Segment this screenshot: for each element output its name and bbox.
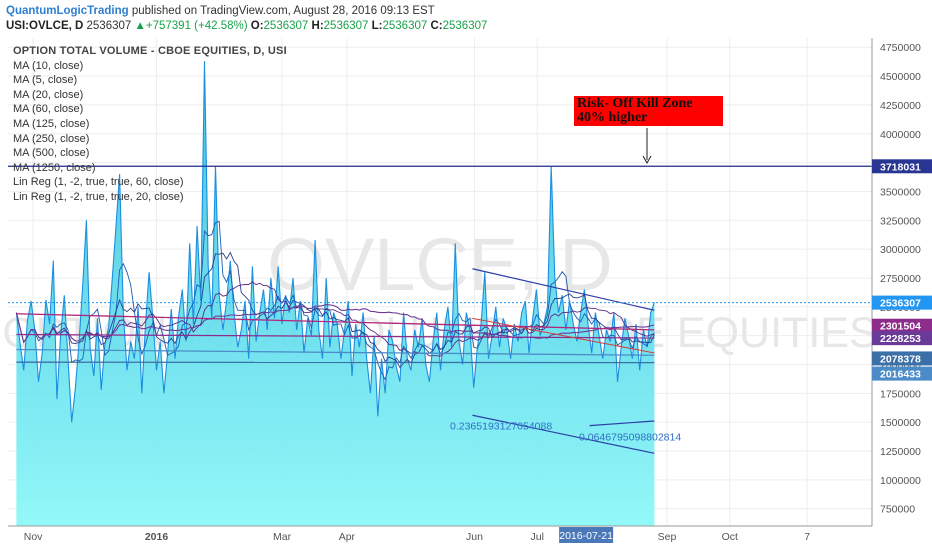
x-tick-label: Apr [339, 531, 356, 543]
y-tick-label: 1000000 [880, 475, 921, 487]
regression-label-2: 0.0646795098802814 [579, 432, 681, 444]
ma-price-label-box [872, 331, 932, 346]
legend-title: OPTION TOTAL VOLUME - CBOE EQUITIES, D, … [13, 45, 287, 57]
kill-zone-price-label: 3718031 [880, 161, 921, 173]
last-price-label: 2536307 [880, 298, 921, 310]
y-tick-label: 3000000 [880, 244, 921, 256]
low-value: 2536307 [382, 20, 428, 32]
author-link[interactable]: QuantumLogicTrading [6, 5, 129, 17]
last-value: 2536307 [86, 20, 132, 32]
y-tick-label: 1500000 [880, 417, 921, 429]
linreg-mid-line [472, 317, 655, 354]
ma-price-label-box [872, 366, 932, 381]
regression-label-1: 0.2365193127054088 [450, 421, 552, 433]
kill-zone-price-label-box [872, 159, 932, 174]
low-label: L: [371, 20, 383, 32]
annotation-line-2: 40% higher [577, 110, 648, 125]
x-tick-label: Mar [273, 531, 292, 543]
last-price-label-box [872, 295, 932, 310]
legend-item-ma250[interactable]: MA (250, close) [13, 132, 90, 145]
x-tick-label: 7 [804, 531, 810, 543]
x-tick-label: Oct [722, 531, 738, 543]
y-axis: 7500001000000125000015000001750000200000… [871, 38, 932, 526]
y-tick-label: 4000000 [880, 129, 921, 141]
linreg20-lower-line [589, 420, 655, 427]
open-label: O: [250, 20, 264, 32]
legend-item-linreg20[interactable]: Lin Reg (1, -2, true, true, 20, close) [13, 190, 184, 203]
symbol-label: USI:OVLCE, D [6, 20, 84, 32]
open-value: 2536307 [263, 20, 309, 32]
ma-price-label: 2228253 [880, 333, 921, 345]
ma-price-label-box [872, 318, 932, 333]
legend-item-ma10[interactable]: MA (10, close) [13, 59, 84, 72]
x-highlight-box [559, 527, 614, 543]
high-label: H: [311, 20, 324, 32]
change-value: ▲+757391 (+42.58%) [134, 20, 248, 32]
ohlc-line: USI:OVLCE, D 2536307 ▲+757391 (+42.58%) … [6, 19, 926, 34]
ma-10-line [15, 251, 655, 369]
kill-zone-line-layer [8, 128, 872, 304]
close-label: C: [430, 20, 443, 32]
ma-price-label: 2301504 [880, 321, 921, 333]
watermark-symbol: OVLCE, D [267, 223, 612, 306]
legend-item-ma1250[interactable]: MA (1250, close) [13, 161, 96, 174]
x-tick-label: Nov [24, 531, 43, 543]
ma-price-label-box [872, 351, 932, 366]
x-tick-label: Sep [658, 531, 677, 543]
indicator-legend: OPTION TOTAL VOLUME - CBOE EQUITIES, D, … [13, 44, 287, 205]
y-tick-label: 4500000 [880, 71, 921, 83]
high-value: 2536307 [323, 20, 369, 32]
ma-20-line [15, 281, 655, 357]
y-tick-label: 4750000 [880, 42, 921, 54]
legend-item-ma500[interactable]: MA (500, close) [13, 147, 90, 160]
linreg-lower-line [472, 414, 655, 454]
x-tick-label: Jul [531, 531, 544, 543]
annotation-arrow-head [642, 155, 652, 165]
ma-250-line [16, 333, 655, 339]
volume-area-fill [16, 61, 655, 526]
legend-item-ma60[interactable]: MA (60, close) [13, 103, 84, 116]
x-tick-label: Jun [466, 531, 483, 543]
x-tick-label: 2016 [145, 531, 169, 543]
ma-125-line [16, 313, 655, 331]
ma-price-label: 2016433 [880, 369, 921, 381]
moving-averages-layer [15, 220, 655, 381]
y-tick-label: 3250000 [880, 215, 921, 227]
y-tick-label: 1750000 [880, 388, 921, 400]
chart-header: QuantumLogicTrading published on Trading… [6, 4, 926, 34]
close-value: 2536307 [442, 20, 488, 32]
ma-500-line [16, 348, 655, 356]
y-tick-label: 1250000 [880, 446, 921, 458]
ma-5-line [15, 220, 655, 381]
legend-item-ma125[interactable]: MA (125, close) [13, 117, 90, 130]
published-text: published on TradingView.com, August 28,… [128, 5, 435, 17]
publish-line: QuantumLogicTrading published on Trading… [6, 4, 926, 19]
x-axis: Nov 2016 Mar Apr Jun Jul 2016-07-21 Sep Oct 7 [8, 525, 872, 543]
annotation-line-1: Risk- Off Kill Zone [577, 96, 693, 111]
ma-price-label: 2078378 [880, 353, 921, 365]
linreg-upper-line [472, 268, 655, 311]
legend-item-ma5[interactable]: MA (5, close) [13, 74, 78, 87]
legend-item-ma20[interactable]: MA (20, close) [13, 88, 84, 101]
legend-item-linreg60[interactable]: Lin Reg (1, -2, true, true, 60, close) [13, 176, 184, 189]
y-tick-label: 4250000 [880, 100, 921, 112]
y-tick-label: 750000 [880, 504, 915, 516]
y-tick-label: 2750000 [880, 273, 921, 285]
y-tick-label: 3500000 [880, 186, 921, 198]
x-tick-label-highlight: 2016-07-21 [559, 530, 613, 542]
kill-zone-annotation[interactable]: Risk- Off Kill Zone 40% higher [574, 96, 723, 126]
regression-layer: 0.2365193127054088 0.0646795098802814 [450, 268, 681, 454]
